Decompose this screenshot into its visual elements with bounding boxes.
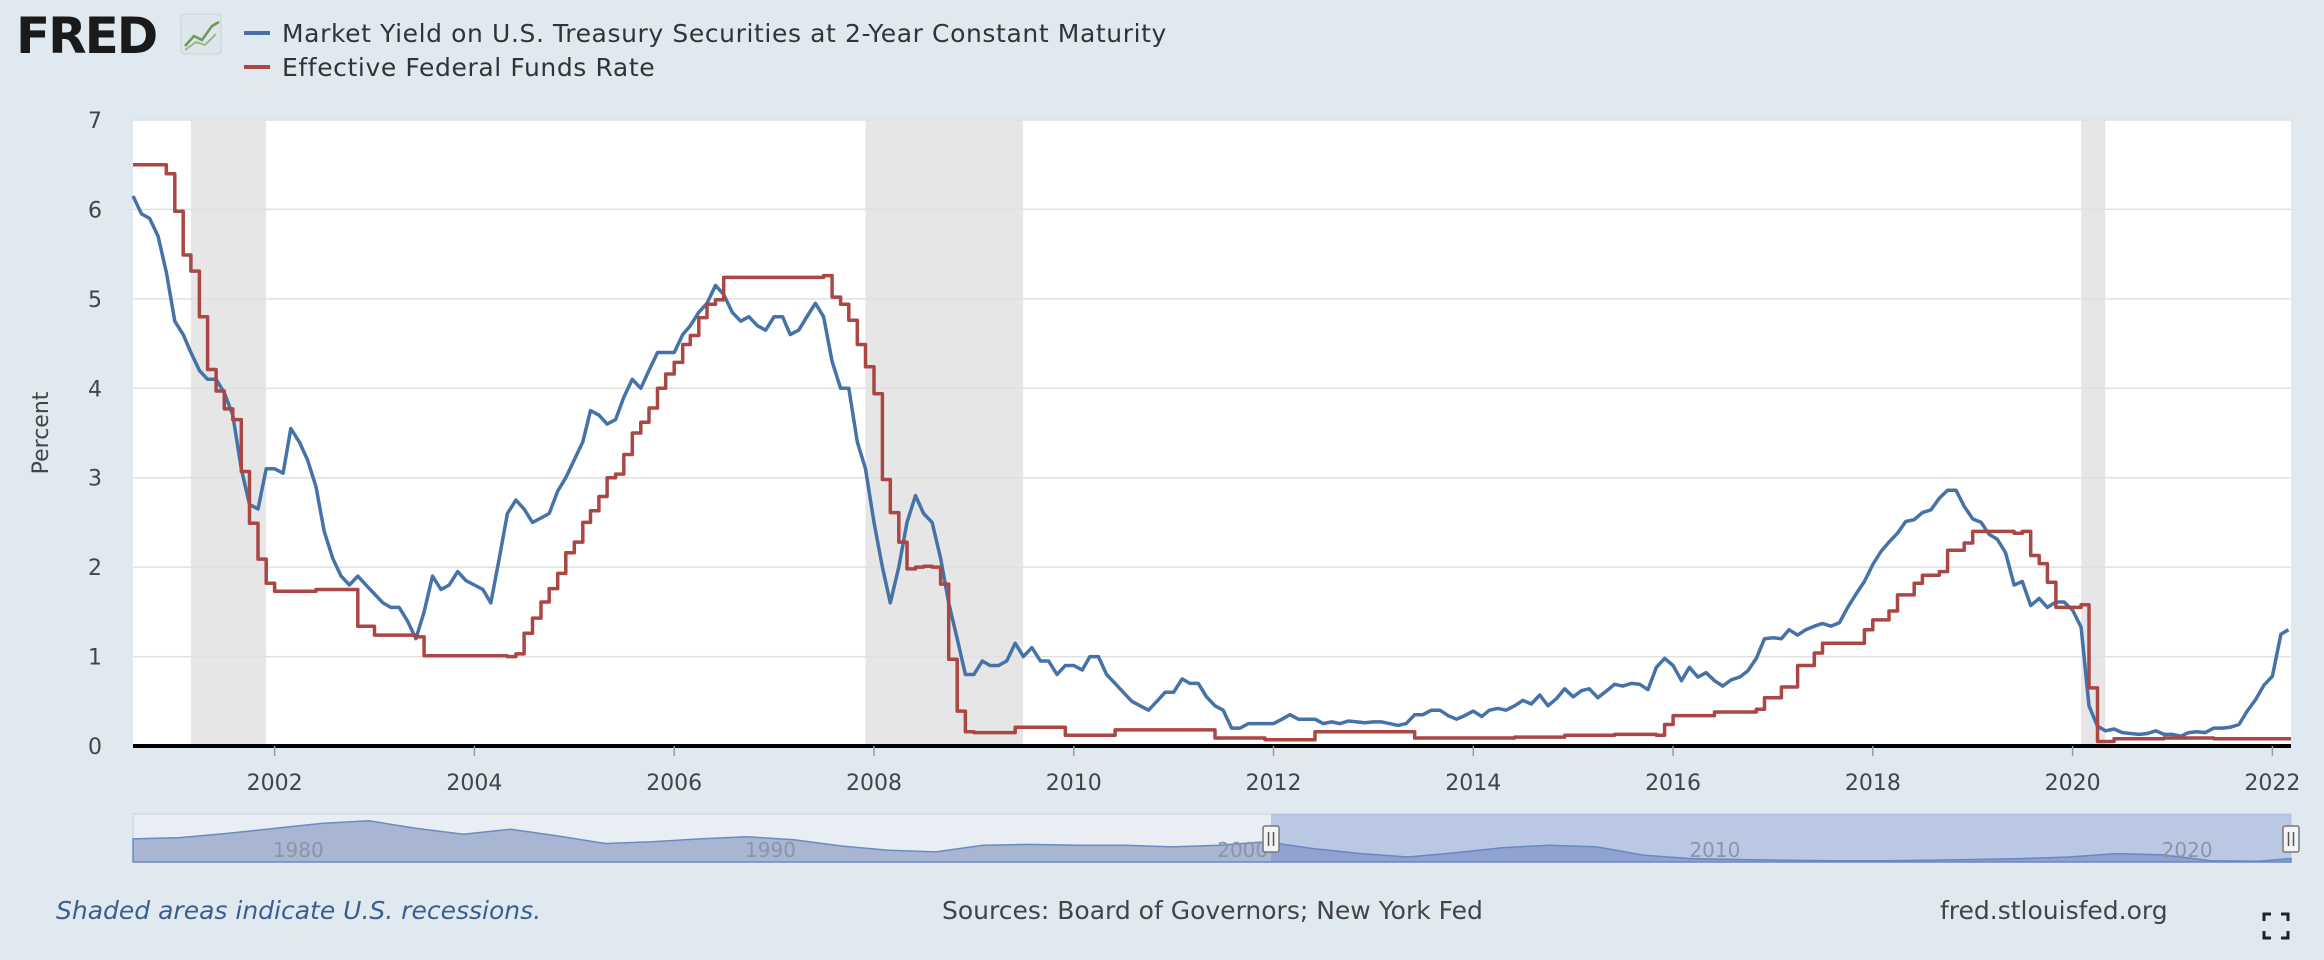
legend-swatch-fed-funds [244,65,270,69]
navigator-handle-left[interactable] [1262,825,1280,853]
y-tick-label: 1 [88,646,102,671]
recession-band-1 [865,120,1024,746]
x-tick-label: 2010 [1046,771,1102,796]
fullscreen-icon[interactable] [2262,912,2290,940]
x-tick-label: 2014 [1445,771,1501,796]
series-line-fed-funds [133,162,2291,744]
y-tick-label: 3 [88,467,102,492]
range-navigator[interactable]: 1980 1990 2000 2010 2020 [132,813,2300,863]
x-tick-label: 2020 [2045,771,2101,796]
x-tick-label: 2006 [646,771,702,796]
y-tick-label: 2 [88,556,102,581]
x-tick-label: 2004 [446,771,502,796]
legend-label-fed-funds: Effective Federal Funds Rate [282,52,656,82]
navigator-year-label: 1980 [273,838,324,862]
plot-background [133,120,2291,746]
recession-band-0 [190,120,266,746]
legend-swatch-2y-yield [244,31,270,35]
fred-logo: FRED [16,8,222,60]
x-tick-label: 2022 [2244,771,2300,796]
recessions-note: Shaded areas indicate U.S. recessions. [56,896,542,925]
navigator-handle-right[interactable] [2282,825,2300,853]
fred-logo-graph-icon [180,13,222,55]
x-tick-label: 2002 [247,771,303,796]
navigator-history-area [132,820,2292,863]
y-tick-labels: 0 1 2 3 4 5 6 7 [88,109,102,760]
x-tick-label: 2018 [1845,771,1901,796]
y-axis-label: Percent [29,391,54,474]
fred-logo-text: FRED [16,8,156,60]
x-tick-label: 2016 [1645,771,1701,796]
navigator-year-label: 2020 [2162,838,2213,862]
recession-bands [190,120,2106,746]
sources-note: Sources: Board of Governors; New York Fe… [942,896,1483,925]
y-tick-label: 4 [88,377,102,402]
legend-label-2y-yield: Market Yield on U.S. Treasury Securities… [282,18,1167,48]
x-tick-label: 2008 [846,771,902,796]
legend-item-fed-funds[interactable]: Effective Federal Funds Rate [244,50,1167,84]
y-tick-label: 6 [88,198,102,223]
navigator-selection[interactable] [1271,814,2291,862]
legend-item-2y-yield[interactable]: Market Yield on U.S. Treasury Securities… [244,16,1167,50]
site-url[interactable]: fred.stlouisfed.org [1940,896,2168,925]
x-tick-labels: 2002 2004 2006 2008 2010 2012 2014 2016 2018 2020… [247,746,2300,796]
chart-area: 0 1 2 3 4 5 6 7 2002 2004 2006 2008 2010 2012 2014 201… [29,109,2300,863]
series-lines [131,162,2291,744]
recession-band-2 [2081,120,2106,746]
y-tick-label: 0 [88,735,102,760]
navigator-year-label: 2000 [1217,838,1268,862]
navigator-year-label: 2010 [1689,838,1740,862]
x-tick-label: 2012 [1246,771,1302,796]
navigator-year-label: 1990 [745,838,796,862]
grid-lines [133,119,2291,658]
y-tick-label: 7 [88,109,102,134]
chart-legend: Market Yield on U.S. Treasury Securities… [244,16,1167,84]
series-line-2y-yield [131,195,2290,738]
y-tick-label: 5 [88,288,102,313]
